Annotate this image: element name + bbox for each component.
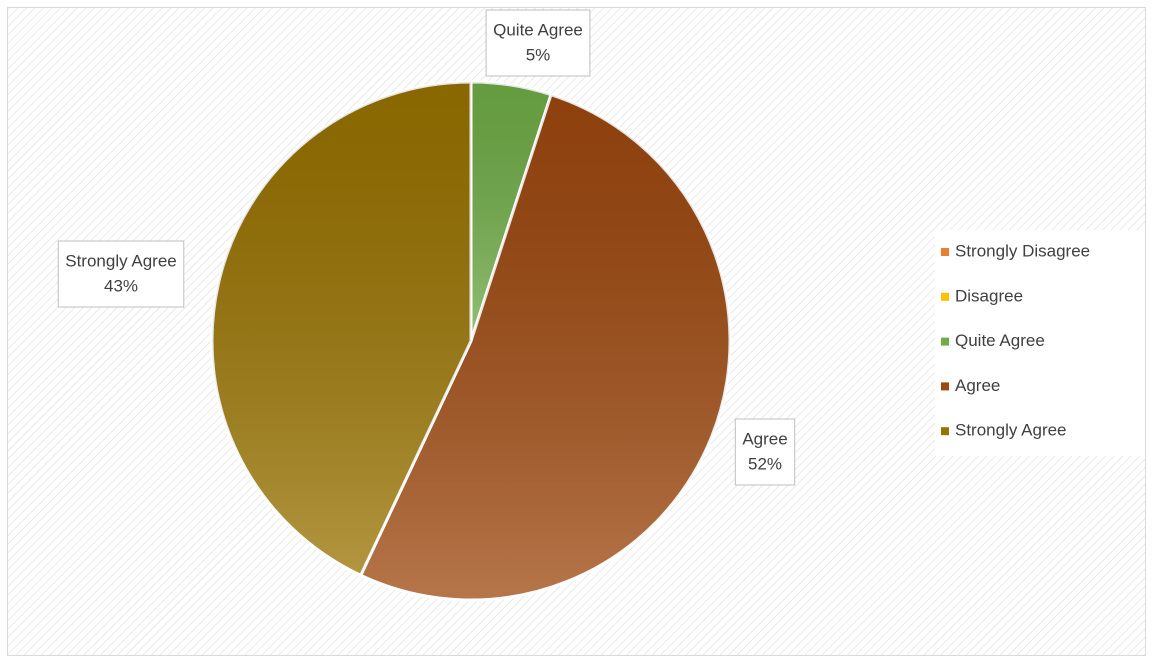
slice-shade [360,94,730,600]
legend-swatch [941,382,949,391]
legend-swatch [941,292,949,301]
legend-swatch [941,248,949,256]
legend-box [935,230,1145,456]
data-label-box [734,418,796,486]
legend-label: Quite Agree [955,331,1045,350]
slice-shade [212,81,471,576]
legend-label: Strongly Disagree [955,241,1090,260]
legend-label: Agree [955,376,1000,395]
data-label-box [57,240,185,308]
data-label-value: 52% [748,454,782,473]
data-label-box [485,9,591,77]
legend-swatch [941,337,949,346]
data-label-name: Agree [742,429,787,448]
legend-swatch [941,427,949,436]
data-label-name: Quite Agree [493,20,583,39]
data-label-value: 5% [526,45,551,64]
legend-label: Disagree [955,286,1023,305]
legend-label: Strongly Agree [955,421,1067,440]
data-label-name: Strongly Agree [65,251,177,270]
data-label-value: 43% [104,276,138,295]
